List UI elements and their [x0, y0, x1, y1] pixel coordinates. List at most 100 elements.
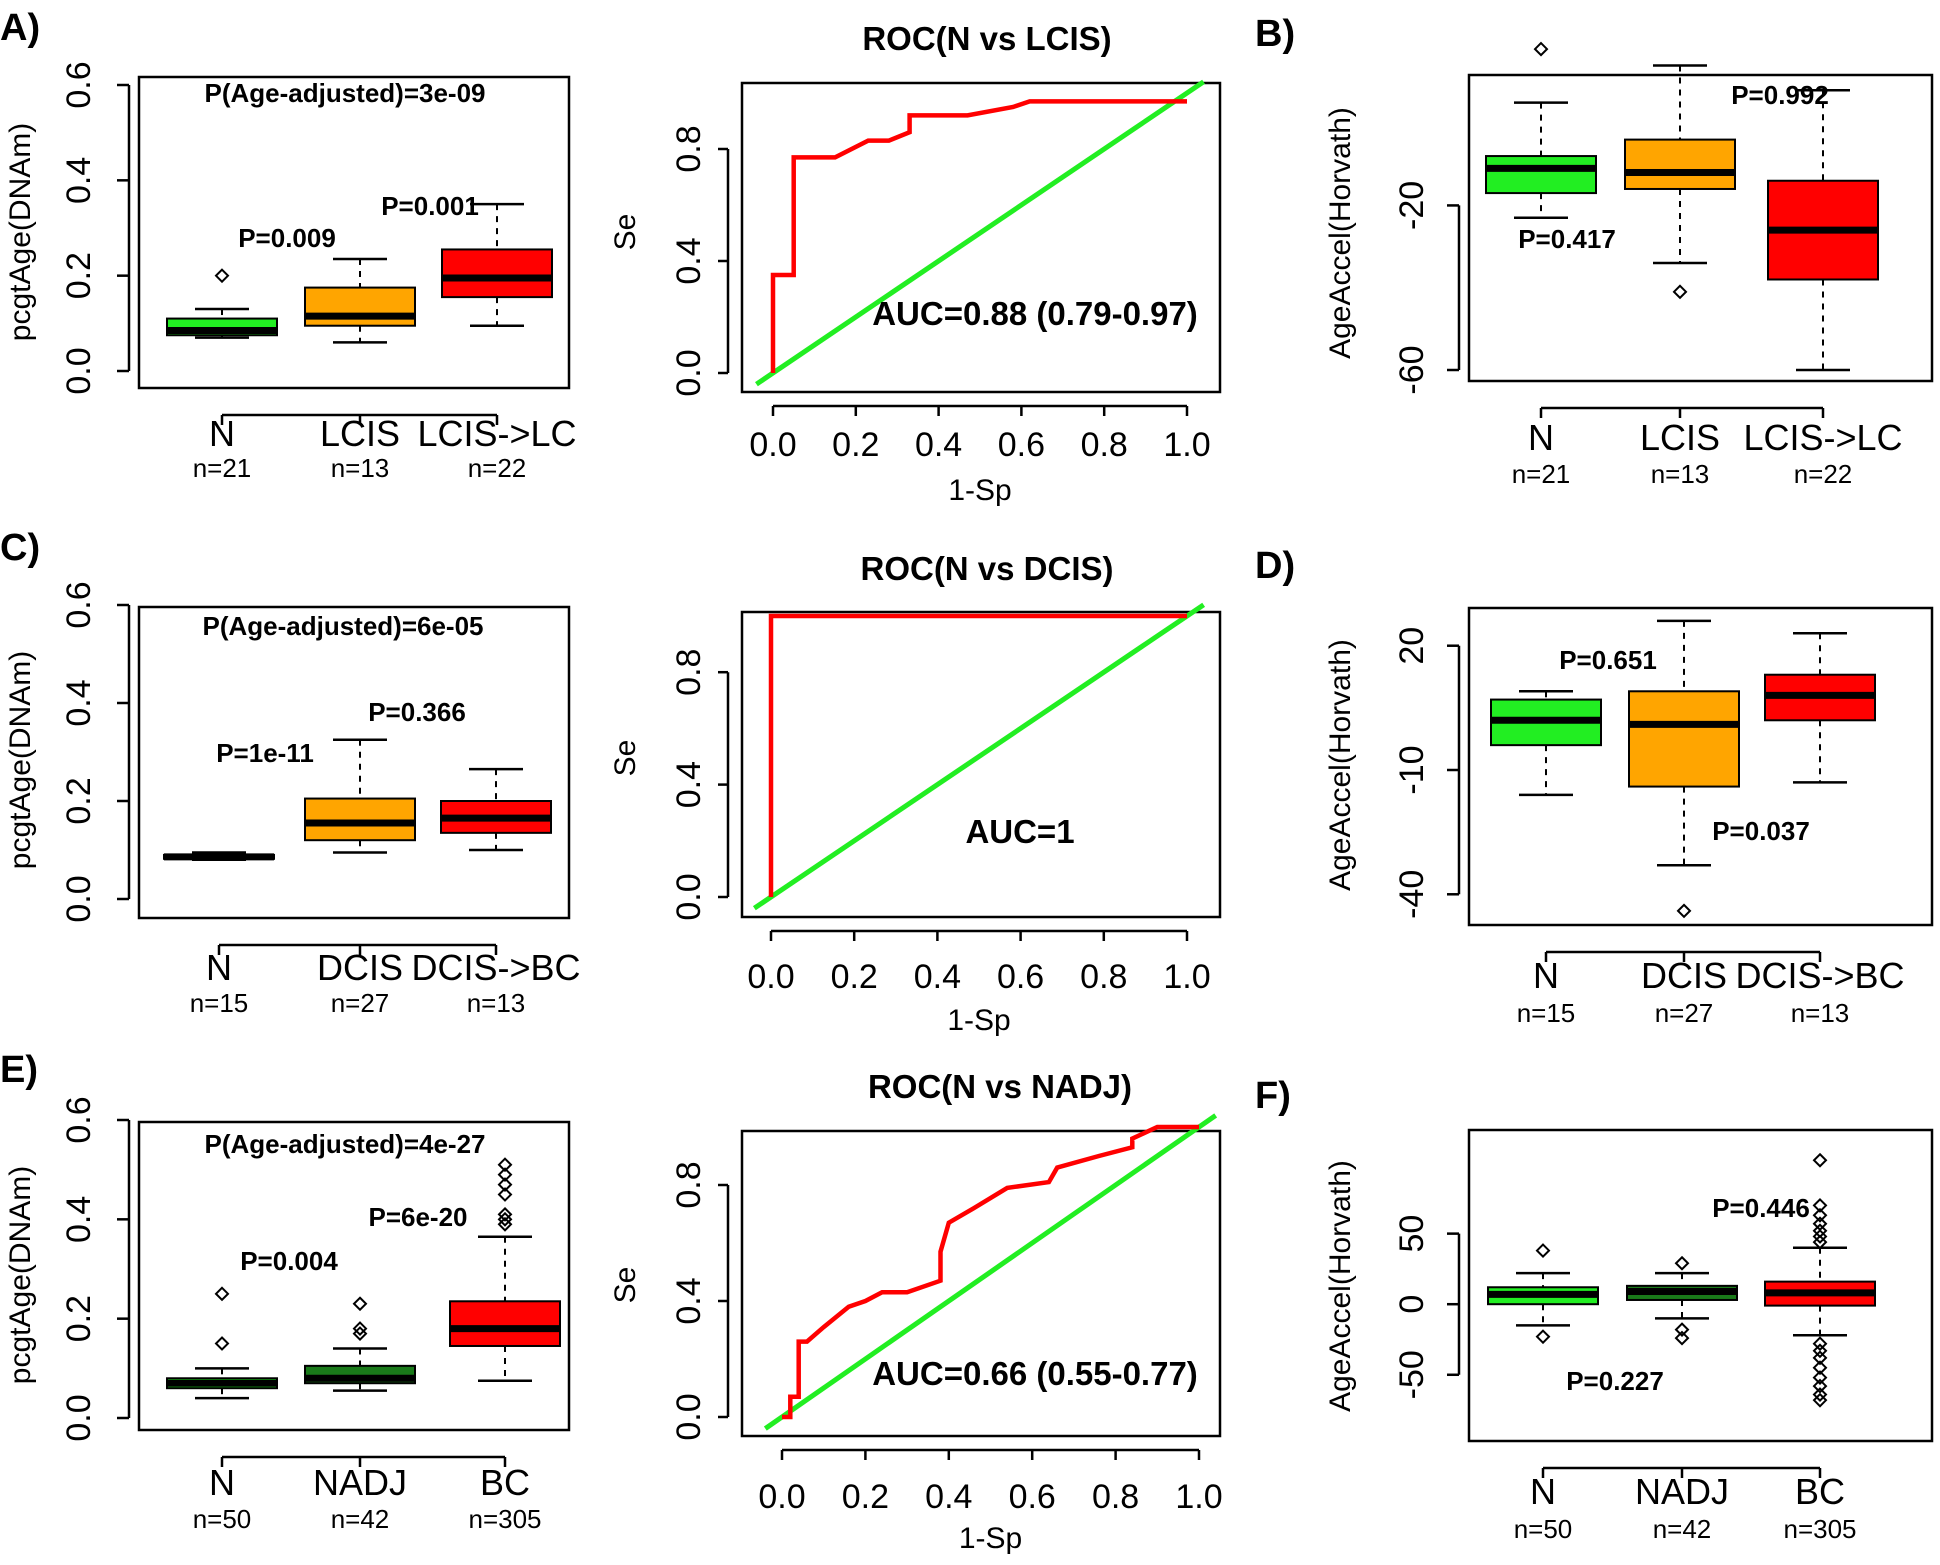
roc-curve [768, 613, 1187, 897]
box-body [1485, 155, 1597, 195]
outlier-point [1812, 1387, 1828, 1402]
p-value-annotation: P=0.446 [1712, 1193, 1810, 1223]
category-label: N [1528, 417, 1554, 458]
box-N [1487, 1243, 1599, 1345]
panel-E-roc: ROC(N vs NADJ) 0.0 0.2 0.4 0.6 0.8 1.0 1-Sp 0.0 0… [609, 1068, 1223, 1555]
y-tick-label: 0.4 [60, 1196, 98, 1243]
diagonal-reference-line [755, 79, 1205, 387]
category-label: LCIS->LC [417, 413, 576, 454]
chart-title: ROC(N vs NADJ) [868, 1068, 1132, 1105]
category-label: BC [480, 1462, 530, 1503]
p-value-annotation: P(Age-adjusted)=3e-09 [204, 78, 485, 108]
box-DCIS [304, 738, 416, 854]
x-tick-label: 0.0 [747, 958, 794, 996]
y-tick-label: 0.0 [670, 1393, 708, 1440]
panel-label: E) [0, 1049, 38, 1091]
count-label: n=13 [467, 988, 526, 1018]
y-tick-label: 0.8 [670, 125, 708, 172]
outlier-point [1812, 1378, 1828, 1394]
outlier-point [1812, 1197, 1828, 1213]
outlier-point [1812, 1336, 1828, 1352]
p-value-annotation: P=0.227 [1566, 1366, 1664, 1396]
auc-annotation: AUC=0.88 (0.79-0.97) [872, 295, 1198, 332]
outlier-point [497, 1177, 513, 1192]
panel-C: C) 0.0 0.2 0.4 0.6 pcgtAge(DNAm) Nn=15 DCISn=27… [0, 527, 581, 1018]
box-body [449, 1300, 561, 1347]
box-LCIS->LC [1767, 88, 1879, 372]
chart-title: ROC(N vs LCIS) [862, 20, 1111, 57]
y-axis-label: Se [609, 740, 642, 777]
category-label: DCIS [1641, 955, 1727, 996]
box-DCIS->BC [440, 767, 552, 852]
panel-label: F) [1255, 1075, 1291, 1117]
p-value-annotation: P=0.651 [1559, 645, 1657, 675]
box-N [166, 268, 278, 339]
plot-frame [137, 75, 571, 390]
box-BC [1764, 1152, 1876, 1408]
count-label: n=15 [190, 988, 249, 1018]
x-tick-label: 0.8 [1080, 958, 1127, 996]
category-label: LCIS [1640, 417, 1720, 458]
x-tick-label: 1.0 [1163, 958, 1210, 996]
y-tick-label: 0.2 [60, 1295, 98, 1342]
plot-frame [1467, 73, 1934, 383]
y-tick-label: 0.4 [670, 237, 708, 284]
category-label: DCIS->BC [1735, 955, 1904, 996]
p-value-annotation: P=0.009 [238, 223, 336, 253]
y-tick-label: -20 [1393, 181, 1431, 230]
p-value-annotation: P=0.037 [1712, 816, 1810, 846]
y-tick-label: 0.6 [60, 61, 98, 108]
outlier-point [214, 268, 230, 284]
diagonal-reference-line [752, 602, 1206, 911]
box-LCIS [304, 257, 416, 344]
count-label: n=21 [193, 453, 252, 483]
y-axis-label: AgeAccel(Horvath) [1324, 107, 1357, 359]
outlier-point [497, 1157, 513, 1173]
outlier-point [1672, 284, 1688, 300]
x-tick-label: 0.8 [1092, 1478, 1139, 1516]
outlier-point [1533, 41, 1549, 57]
p-value-annotation: P(Age-adjusted)=4e-27 [204, 1129, 485, 1159]
y-axis-label: pcgtAge(DNAm) [4, 123, 37, 341]
count-label: n=13 [1651, 459, 1710, 489]
p-value-annotation: P(Age-adjusted)=6e-05 [202, 611, 483, 641]
outlier-point [352, 1326, 368, 1341]
y-axis-label: AgeAccel(Horvath) [1324, 639, 1357, 891]
category-label: N [209, 1462, 235, 1503]
y-axis-label: Se [609, 214, 642, 251]
x-tick-label: 0.6 [998, 426, 1045, 464]
box-N [1485, 41, 1597, 220]
p-value-annotation: P=0.001 [381, 191, 479, 221]
box-LCIS->LC [441, 202, 553, 327]
outlier-point [497, 1167, 513, 1183]
panel-label: A) [0, 7, 40, 49]
auc-annotation: AUC=1 [965, 813, 1074, 850]
outlier-point [1535, 1329, 1551, 1345]
category-label: NADJ [1635, 1471, 1729, 1512]
y-tick-label: -40 [1393, 870, 1431, 919]
category-label: LCIS->LC [1743, 417, 1902, 458]
outlier-point [1812, 1350, 1828, 1366]
count-label: n=42 [331, 1504, 390, 1534]
plot-frame [1467, 1128, 1934, 1443]
plot-frame [137, 1120, 571, 1432]
count-label: n=13 [331, 453, 390, 483]
count-label: n=50 [1514, 1514, 1573, 1544]
auc-annotation: AUC=0.66 (0.55-0.77) [872, 1355, 1198, 1392]
x-tick-label: 0.4 [925, 1478, 972, 1516]
x-tick-label: 0.6 [1009, 1478, 1056, 1516]
count-label: n=50 [193, 1504, 252, 1534]
x-tick-label: 0.2 [842, 1478, 889, 1516]
count-label: n=13 [1791, 998, 1850, 1028]
x-tick-label: 1.0 [1175, 1478, 1222, 1516]
box-N [1490, 690, 1602, 797]
y-tick-label: -60 [1393, 345, 1431, 394]
panel-label: B) [1255, 13, 1295, 55]
y-tick-label: 0.6 [60, 1096, 98, 1143]
panel-label: C) [0, 527, 40, 569]
panel-A: A) 0.0 0.2 0.4 0.6 pcgtAge(DNAm) Nn=21 LCISn=13… [0, 7, 577, 483]
box-body [304, 286, 416, 327]
p-value-annotation: P=0.004 [240, 1246, 338, 1276]
diagonal-reference-line [763, 1113, 1218, 1431]
y-tick-label: 0.0 [60, 1394, 98, 1441]
